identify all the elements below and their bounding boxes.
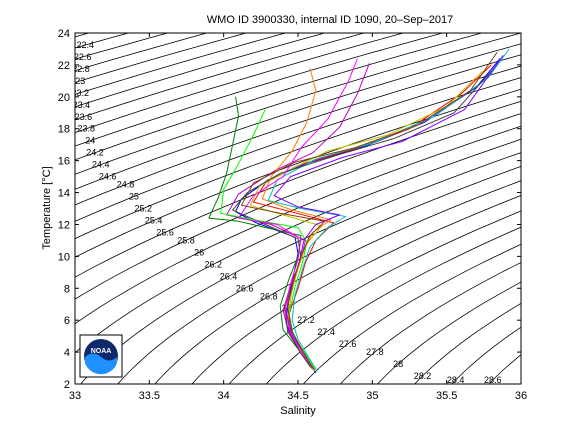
x-tick-label: 35.5 [436, 390, 457, 402]
density-contour-label: 24.6 [99, 172, 117, 182]
density-contour [154, 180, 521, 384]
density-contour-label: 26 [194, 247, 204, 257]
density-contour-label: 24.8 [117, 180, 135, 190]
density-contour-label: 23 [75, 76, 85, 86]
profile-line [241, 51, 498, 369]
noaa-logo-text: NOAA [91, 348, 112, 355]
y-tick-label: 16 [58, 156, 70, 168]
density-contour-label: 26.2 [205, 259, 223, 269]
density-contour [75, 33, 209, 72]
y-tick-label: 22 [58, 60, 70, 72]
density-contour [75, 88, 521, 258]
noaa-logo: NOAA [79, 334, 123, 378]
density-contour-label: 22.8 [72, 64, 90, 74]
density-contour [75, 33, 327, 108]
y-tick-label: 6 [64, 315, 70, 327]
profile-line [261, 67, 332, 369]
density-contour [117, 165, 521, 384]
density-contour-label: 27.6 [339, 339, 357, 349]
density-contour-label: 26.4 [220, 271, 238, 281]
profile-line [232, 67, 495, 369]
x-tick-label: 33 [69, 390, 81, 402]
density-contour-label: 25.8 [177, 235, 195, 245]
density-contour-label: 25 [129, 192, 139, 202]
x-tick-label: 35 [366, 390, 378, 402]
y-tick-label: 10 [58, 251, 70, 263]
density-contour [75, 33, 444, 147]
density-contour [191, 195, 521, 384]
profile-series [208, 48, 510, 374]
density-contour-label: 23.8 [78, 124, 96, 134]
density-contour [75, 33, 521, 175]
density-contour [414, 302, 521, 384]
profile-line [208, 96, 311, 367]
chart-title: WMO ID 3900330, internal ID 1090, 20–Sep… [207, 14, 453, 26]
x-tick-label: 34.5 [287, 390, 308, 402]
y-tick-label: 8 [64, 283, 70, 295]
density-contour [75, 125, 521, 325]
y-tick-label: 2 [64, 379, 70, 391]
x-tick-label: 36 [515, 390, 527, 402]
density-contour [228, 210, 521, 384]
density-contour-label: 25.2 [135, 204, 153, 214]
profile-line [273, 55, 504, 370]
density-contour-label: 28 [393, 359, 403, 369]
density-contour-label: 26.8 [260, 291, 278, 301]
density-contour [339, 262, 521, 384]
density-contour [75, 43, 521, 190]
y-tick-label: 18 [58, 124, 70, 136]
density-contour-label: 26.6 [236, 283, 254, 293]
density-contour [75, 100, 521, 278]
profile-line [238, 58, 358, 369]
density-contour-label: 27.4 [317, 327, 335, 337]
density-contour-label: 23.4 [73, 100, 91, 110]
x-axis-label: Salinity [280, 405, 316, 417]
x-tick-label: 34 [218, 390, 230, 402]
y-axis-label: Temperature [°C] [41, 166, 53, 249]
density-contour-label: 24 [85, 136, 95, 146]
density-contour [75, 65, 521, 222]
density-contour-label: 28.2 [414, 371, 432, 381]
density-contour-label: 25.6 [156, 227, 174, 237]
density-contour-label: 27.2 [297, 315, 315, 325]
y-tick-label: 4 [64, 347, 70, 359]
y-tick-label: 14 [58, 188, 70, 200]
y-tick-label: 24 [58, 28, 70, 40]
density-contour [377, 281, 521, 384]
density-contour-label: 28.6 [484, 375, 502, 385]
density-contour [75, 33, 287, 95]
density-contour-label: 22.4 [77, 40, 95, 50]
density-contour [451, 326, 521, 384]
density-contour [75, 33, 484, 161]
density-contour-label: 23.6 [75, 112, 93, 122]
density-contour [75, 77, 521, 240]
density-contour-label: 27.8 [366, 347, 384, 357]
density-contour-label: 23.2 [72, 88, 90, 98]
density-contour [75, 33, 248, 83]
x-tick-label: 33.5 [139, 390, 160, 402]
density-contour [75, 54, 521, 206]
density-contour [75, 33, 405, 133]
density-contour-label: 25.4 [145, 216, 163, 226]
density-contour [75, 33, 366, 120]
y-tick-label: 12 [58, 219, 70, 231]
y-tick-label: 20 [58, 92, 70, 104]
density-contour [80, 152, 521, 384]
density-contour-label: 24.2 [86, 148, 104, 158]
density-contour [302, 243, 521, 384]
density-contour-label: 24.4 [92, 160, 110, 170]
density-contour-label: 22.6 [74, 52, 92, 62]
density-contour [265, 226, 521, 384]
density-contour-label: 28.4 [447, 375, 465, 385]
